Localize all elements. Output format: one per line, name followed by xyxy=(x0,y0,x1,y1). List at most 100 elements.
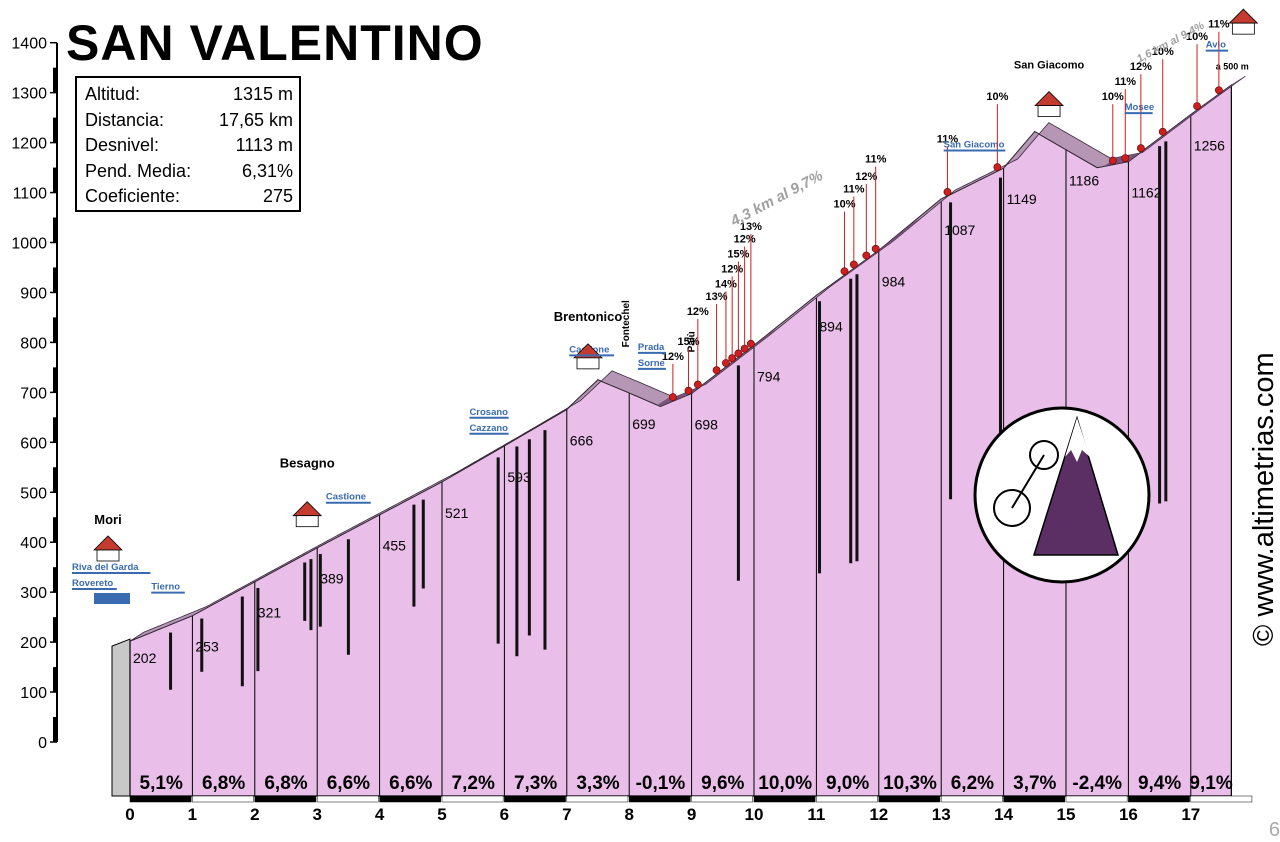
vertical-place-label: Fontechel xyxy=(621,300,632,347)
stat-label: Coeficiente: xyxy=(85,184,180,210)
slope-label: 15% xyxy=(727,248,749,260)
place-name: Brentonico xyxy=(554,309,623,324)
page-title: SAN VALENTINO xyxy=(66,18,484,68)
x-tick-label: 16 xyxy=(1119,805,1138,824)
roof xyxy=(1229,9,1257,23)
slope-marker xyxy=(669,394,676,401)
y-tick-label: 400 xyxy=(20,535,47,552)
y-axis: 0100200300400500600700800900100011001200… xyxy=(11,36,57,752)
gradient-label: -2,4% xyxy=(1072,773,1122,794)
altitude-label: 1087 xyxy=(944,222,975,238)
slope-marker xyxy=(741,345,748,352)
x-axis-segment xyxy=(879,796,940,802)
y-tick-label: 1100 xyxy=(13,186,48,203)
altitude-label: 894 xyxy=(819,318,843,334)
gradient-label: 3,3% xyxy=(576,773,619,794)
altitude-label: 984 xyxy=(882,273,906,289)
altitude-label: 1149 xyxy=(1007,191,1037,207)
x-axis-segment xyxy=(442,796,503,802)
wall xyxy=(296,516,318,527)
house-icon xyxy=(293,502,321,527)
y-tick-label: 300 xyxy=(20,585,47,602)
slope-marker xyxy=(747,340,754,347)
slope-marker xyxy=(694,381,701,388)
altitude-label: 321 xyxy=(258,605,282,621)
altitude-label: 593 xyxy=(507,469,531,485)
gradient-label: 9,4% xyxy=(1138,773,1181,794)
slope-marker xyxy=(722,359,729,366)
roof xyxy=(1035,92,1063,106)
y-axis-segment xyxy=(53,567,57,592)
x-axis-segment xyxy=(1066,796,1127,802)
gradient-label: 6,8% xyxy=(264,773,307,794)
y-axis-segment xyxy=(53,467,57,492)
slope-marker xyxy=(872,245,879,252)
y-axis-segment xyxy=(53,417,57,442)
slope-marker xyxy=(729,355,736,362)
place-name: San Giacomo xyxy=(1014,60,1085,72)
x-axis-segment xyxy=(1004,796,1065,802)
place-name: Mori xyxy=(94,512,121,527)
stat-value: 1113 m xyxy=(236,133,293,159)
slope-marker xyxy=(685,387,692,394)
sign-label: Cazzano xyxy=(469,423,508,434)
x-axis-segment xyxy=(567,796,628,802)
y-axis-segment xyxy=(53,617,57,642)
x-tick-label: 2 xyxy=(250,805,259,824)
stat-label: Altitud: xyxy=(85,82,140,108)
x-axis-segment xyxy=(130,796,191,802)
house-icon xyxy=(94,536,122,561)
y-axis-segment xyxy=(53,667,57,692)
y-tick-label: 0 xyxy=(38,735,47,752)
stat-row-altitud: Altitud: 1315 m xyxy=(85,82,293,108)
x-axis-segment xyxy=(192,796,253,802)
page-number: 6 xyxy=(1269,819,1280,842)
x-tick-label: 4 xyxy=(375,805,385,824)
x-tick-label: 8 xyxy=(624,805,633,824)
x-axis-segment xyxy=(629,796,690,802)
wall xyxy=(1232,23,1254,34)
stat-value: 6,31% xyxy=(242,159,293,185)
slope-marker xyxy=(841,268,848,275)
slope-label: 11% xyxy=(865,154,887,166)
stat-value: 275 xyxy=(263,184,293,210)
altitude-label: 1315 xyxy=(1232,0,1263,3)
x-tick-label: 6 xyxy=(500,805,509,824)
gradient-label: 3,7% xyxy=(1013,773,1056,794)
x-axis-segment xyxy=(1191,796,1252,802)
roof xyxy=(94,536,122,550)
slope-label: 10% xyxy=(833,199,855,211)
slope-marker xyxy=(1137,145,1144,152)
y-tick-label: 1200 xyxy=(11,136,47,153)
x-tick-label: 0 xyxy=(125,805,134,824)
slope-marker xyxy=(994,164,1001,171)
y-tick-label: 100 xyxy=(20,685,47,702)
stat-label: Distancia: xyxy=(85,108,164,134)
slope-label: 12% xyxy=(721,263,743,275)
gradient-label: -0,1% xyxy=(636,773,686,794)
x-tick-label: 17 xyxy=(1181,805,1200,824)
altitude-label: 1186 xyxy=(1069,173,1099,189)
profile-side-face xyxy=(112,639,130,796)
y-axis-segment xyxy=(53,717,57,742)
place-name: Besagno xyxy=(280,456,335,471)
slope-label: 11% xyxy=(1208,19,1230,31)
sign-label: Riva del Garda xyxy=(72,562,139,573)
y-axis-segment xyxy=(53,218,57,243)
slope-label: 13% xyxy=(706,291,728,303)
wall xyxy=(1038,106,1060,117)
slope-marker xyxy=(1109,157,1116,164)
slope-label: 11% xyxy=(1115,76,1137,88)
slope-label: 12% xyxy=(734,234,756,246)
apm-logo xyxy=(975,408,1149,582)
stat-label: Desnivel: xyxy=(85,133,159,159)
sign-label: Avio xyxy=(1206,40,1226,51)
sign-label: San Giacomo xyxy=(944,140,1005,151)
sign-label: a 500 m xyxy=(1216,62,1249,72)
x-tick-label: 7 xyxy=(562,805,571,824)
stat-row-coeficiente: Coeficiente: 275 xyxy=(85,184,293,210)
wall xyxy=(97,550,119,561)
altitude-label: 253 xyxy=(195,639,219,655)
y-axis-segment xyxy=(53,517,57,542)
gradient-label: 6,6% xyxy=(389,773,432,794)
